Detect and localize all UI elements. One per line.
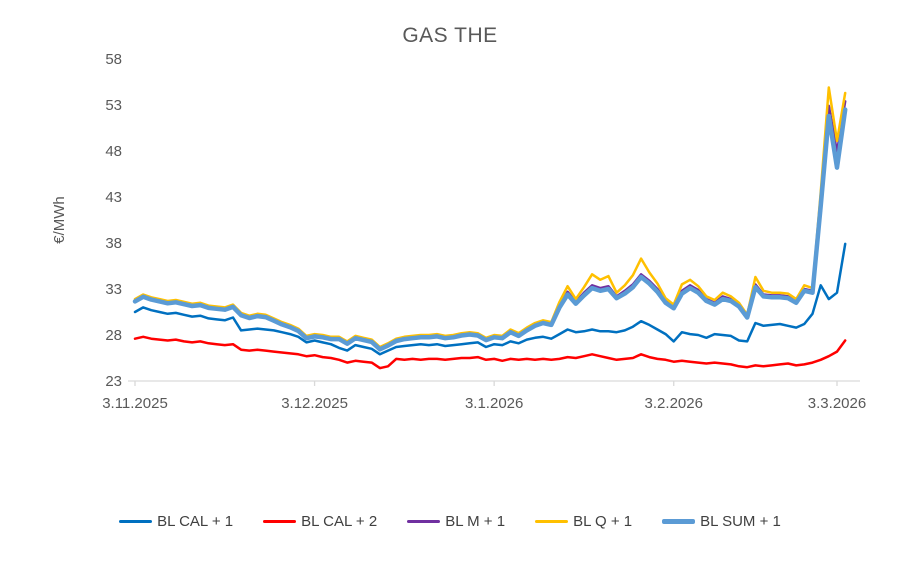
- y-axis-tick-label: 43: [105, 189, 122, 206]
- series-line-bl-cal-1: [133, 242, 847, 356]
- y-axis-tick-label: 58: [105, 51, 122, 68]
- y-axis-tick-label: 33: [105, 281, 122, 298]
- legend-swatch-bl-cal-2: [263, 519, 297, 523]
- y-axis-tick-label: 23: [105, 373, 122, 390]
- chart-legend: BL CAL + 1 BL CAL + 2 BL M + 1 BL Q + 1 BL S…: [0, 505, 900, 537]
- y-axis-title: €/MWh: [51, 196, 68, 244]
- legend-label-bl-q-1: BL Q + 1: [573, 512, 633, 530]
- x-axis-tick-label: 3.11.2025: [102, 395, 168, 412]
- legend-item-bl-q-1: BL Q + 1: [535, 513, 632, 530]
- y-axis-tick-label: 53: [105, 97, 122, 114]
- x-axis-tick-label: 3.2.2026: [645, 395, 703, 412]
- price-line-chart: 23 28 33 38 43 48 53 58 €/MWh 3.11.2025 3.12.2025 3…: [51, 51, 866, 412]
- series-line-bl-m-1: [133, 100, 847, 350]
- legend-item-bl-cal-2: BL CAL + 2: [263, 513, 377, 530]
- legend-label-bl-sum-1: BL SUM + 1: [700, 512, 781, 530]
- legend-item-bl-sum-1: BL SUM + 1: [662, 513, 781, 530]
- legend-label-bl-cal-1: BL CAL + 1: [157, 512, 234, 530]
- series-line-bl-sum-1: [132, 107, 848, 352]
- legend-label-bl-cal-2: BL CAL + 2: [301, 512, 378, 530]
- series-line-bl-cal-2: [133, 335, 847, 370]
- y-axis-tick-label: 38: [105, 235, 122, 252]
- legend-swatch-bl-q-1: [535, 519, 569, 523]
- legend-swatch-bl-sum-1: [662, 518, 696, 524]
- legend-item-bl-cal-1: BL CAL + 1: [119, 513, 233, 530]
- x-axis-tick-label: 3.12.2025: [281, 395, 348, 412]
- y-axis-tick-label: 28: [105, 327, 122, 344]
- x-axis-tick-label: 3.3.2026: [808, 395, 866, 412]
- legend-item-bl-m-1: BL M + 1: [407, 513, 505, 530]
- x-axis-tick-label: 3.1.2026: [465, 395, 523, 412]
- legend-swatch-bl-cal-1: [119, 519, 153, 523]
- chart-title: GAS THE: [402, 24, 498, 47]
- y-axis-tick-label: 48: [105, 143, 122, 160]
- legend-swatch-bl-m-1: [407, 519, 441, 523]
- legend-label-bl-m-1: BL M + 1: [445, 512, 506, 530]
